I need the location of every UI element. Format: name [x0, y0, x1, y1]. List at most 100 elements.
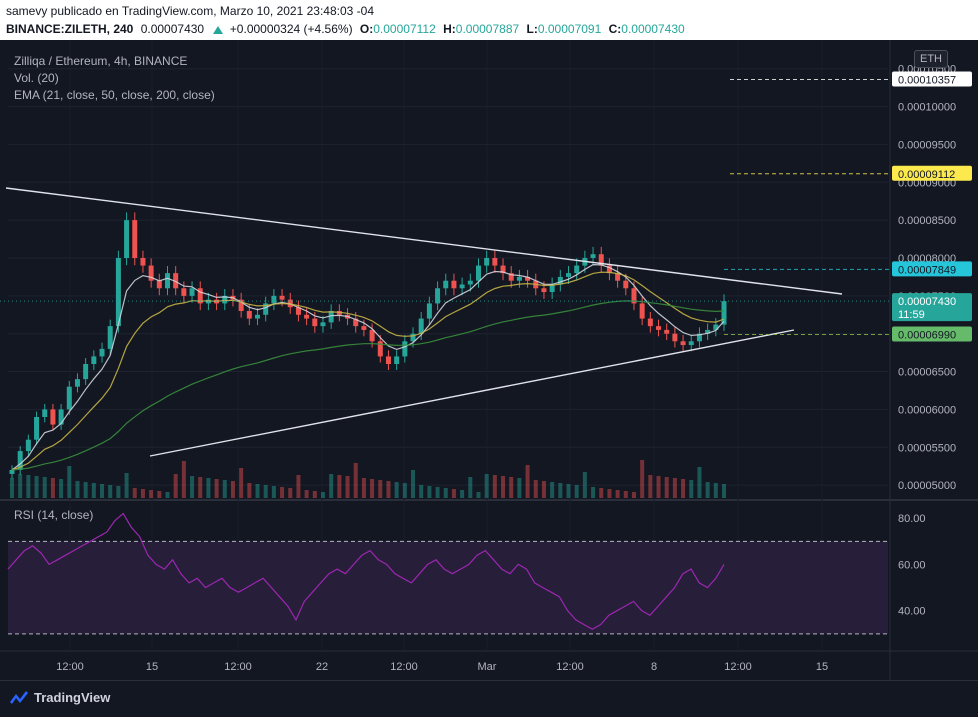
time-tick-label: 15	[146, 661, 158, 673]
candle-body	[484, 257, 490, 266]
candle-body	[263, 303, 269, 315]
volume-bar	[443, 488, 448, 498]
currency-badge[interactable]: ETH	[914, 50, 948, 68]
candle-body	[574, 265, 580, 274]
candle-body	[222, 295, 228, 304]
candle-body	[304, 314, 310, 319]
candle-body	[459, 284, 465, 289]
volume-bar	[198, 477, 203, 498]
open-label: O:	[359, 22, 374, 36]
volume-bar	[386, 481, 391, 498]
legend-rsi: RSI (14, close)	[14, 508, 94, 522]
volume-bar	[337, 475, 342, 498]
open-value: 0.00007112	[373, 22, 436, 36]
candle-body	[246, 310, 252, 319]
volume-bar	[394, 482, 399, 498]
volume-bar	[149, 490, 154, 498]
candle-body	[377, 341, 383, 357]
volume-bar	[329, 474, 334, 498]
low-label: L:	[526, 22, 538, 36]
legend-volume: Vol. (20)	[14, 71, 59, 85]
volume-bar	[402, 483, 407, 498]
close-label: C:	[608, 22, 622, 36]
price-tick-label: 0.00008500	[898, 215, 956, 227]
price-label-countdown: 11:59	[898, 309, 925, 321]
legend-title: Zilliqa / Ethereum, 4h, BINANCE	[14, 54, 188, 68]
candle-body	[475, 265, 481, 281]
candle-body	[451, 280, 457, 289]
candle-body	[279, 295, 285, 300]
candle-body	[705, 329, 711, 334]
volume-bar	[304, 490, 309, 498]
candle-body	[50, 409, 56, 425]
price-label-text: 0.00007430	[898, 296, 956, 308]
volume-bar	[492, 475, 497, 498]
candle-body	[680, 341, 686, 346]
volume-bar	[42, 477, 47, 498]
volume-bar	[615, 490, 620, 498]
chart-canvas[interactable]: 0.000105000.000100000.000095000.00009000…	[0, 40, 978, 680]
brand-name[interactable]: TradingView	[34, 690, 111, 705]
low-value: 0.00007091	[537, 22, 602, 36]
volume-bar	[435, 487, 440, 498]
volume-bar	[566, 484, 571, 498]
volume-bar	[656, 476, 661, 498]
volume-bar	[75, 481, 80, 498]
volume-bar	[100, 484, 105, 498]
volume-bar	[574, 485, 579, 498]
candle-body	[361, 326, 367, 330]
volume-bar	[280, 487, 285, 498]
candle-body	[328, 310, 334, 323]
time-tick-label: 8	[651, 661, 657, 673]
candle-body	[320, 322, 326, 327]
volume-bar	[116, 486, 121, 498]
candle-body	[402, 341, 408, 357]
candle-body	[557, 276, 563, 285]
volume-bar	[190, 476, 195, 498]
candle-body	[696, 333, 702, 342]
volume-bar	[124, 473, 129, 498]
symbol-line: BINANCE:ZILETH, 240 0.00007430 +0.000003…	[6, 22, 685, 36]
candle-body	[590, 254, 596, 258]
price-label-box	[892, 165, 972, 181]
price-tick-label: 0.00005500	[898, 442, 956, 454]
volume-bar	[607, 489, 612, 498]
volume-bar	[722, 484, 726, 498]
candle-body	[713, 324, 719, 330]
candle-body	[664, 329, 670, 334]
candle-body	[91, 356, 97, 364]
volume-bar	[320, 492, 325, 498]
volume-bar	[263, 485, 268, 498]
candle-body	[508, 273, 514, 281]
candle-body	[672, 333, 678, 342]
volume-bar	[10, 478, 14, 498]
price-label-box	[892, 293, 972, 322]
candle-body	[115, 257, 121, 327]
volume-bar	[91, 483, 96, 498]
volume-bar	[713, 483, 718, 498]
price-tick-label: 0.00005000	[898, 480, 956, 492]
volume-bar	[255, 484, 260, 498]
chart-header: samevy publicado en TradingView.com, Mar…	[0, 0, 978, 40]
candle-body	[606, 265, 612, 274]
price-label-text: 0.00006990	[898, 329, 956, 341]
volume-bar	[361, 478, 366, 498]
price-label-text: 0.00007849	[898, 264, 956, 276]
volume-bar	[648, 475, 653, 498]
volume-bar	[247, 483, 252, 498]
candle-body	[443, 280, 449, 289]
time-tick-label: 12:00	[390, 661, 418, 673]
candle-body	[516, 276, 522, 281]
volume-bar	[664, 477, 669, 498]
volume-bar	[26, 475, 31, 498]
volume-bar	[239, 468, 244, 498]
time-tick-label: 22	[316, 661, 328, 673]
candle-body	[623, 280, 629, 289]
candle-body	[140, 257, 146, 266]
high-value: 0.00007887	[455, 22, 520, 36]
volume-bar	[18, 474, 23, 498]
candle-body	[541, 288, 547, 293]
volume-bar	[672, 478, 677, 498]
price-label-box	[892, 261, 972, 277]
high-label: H:	[443, 22, 456, 36]
